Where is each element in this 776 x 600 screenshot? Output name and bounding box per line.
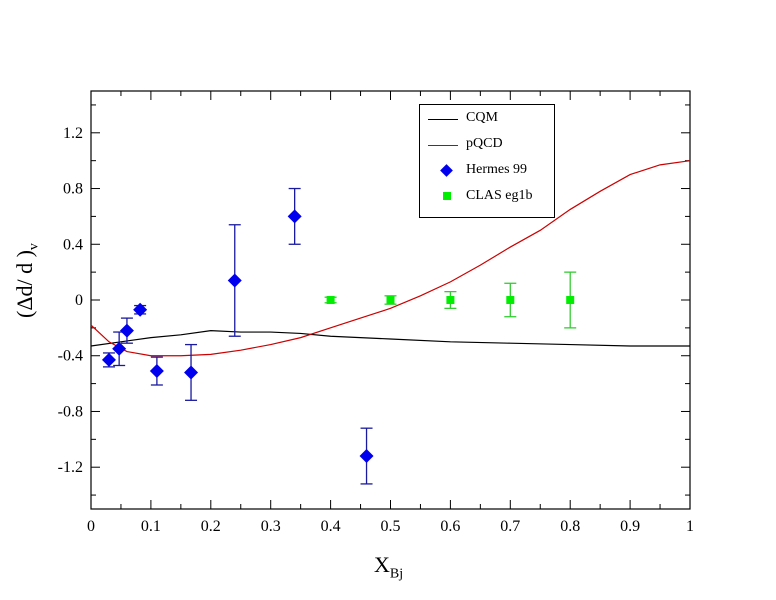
hermes-99-point — [133, 302, 148, 317]
x-tick-label: 0 — [87, 518, 95, 535]
y-tick-label: 1.2 — [63, 125, 83, 142]
hermes-99-point — [184, 365, 199, 380]
legend: CQM pQCD Hermes 99 CLAS eg1b — [419, 104, 555, 218]
x-tick-label: 0.8 — [560, 518, 580, 535]
square-marker-icon — [443, 192, 451, 200]
hermes-99-point — [359, 449, 374, 464]
hermes-99-point — [149, 364, 164, 379]
x-tick-label: 0.4 — [321, 518, 341, 535]
x-tick-label: 0.7 — [500, 518, 520, 535]
x-axis-label: XBj — [374, 552, 404, 582]
pqcd-curve — [90, 160, 691, 357]
clas-eg1b-point — [326, 296, 335, 304]
clas-eg1b-point — [566, 296, 575, 304]
pqcd-line-swatch — [428, 145, 458, 146]
x-tick-label: 0.3 — [261, 518, 281, 535]
y-axis-label: (Δd/ d )v — [12, 243, 42, 318]
x-tick-label: 0.5 — [381, 518, 401, 535]
x-tick-label: 0.6 — [440, 518, 460, 535]
legend-item-hermes: Hermes 99 — [420, 161, 554, 181]
hermes-99-point — [287, 209, 302, 224]
x-tick-label: 0.9 — [620, 518, 640, 535]
hermes-99-point — [119, 323, 134, 338]
y-tick-label: -0.8 — [58, 403, 83, 420]
y-tick-label: 0 — [75, 292, 83, 309]
legend-item-clas: CLAS eg1b — [420, 187, 554, 207]
cqm-curve — [90, 330, 690, 347]
legend-label: CQM — [466, 110, 498, 125]
hermes-99-point — [227, 273, 242, 288]
legend-label: CLAS eg1b — [466, 188, 533, 203]
legend-item-cqm: CQM — [420, 109, 554, 129]
y-tick-label: 0.4 — [63, 236, 83, 253]
hermes-99-point — [101, 352, 116, 367]
clas-eg1b-point — [386, 296, 395, 304]
y-tick-label: -0.4 — [58, 348, 83, 365]
legend-label: pQCD — [466, 136, 503, 151]
cqm-line-swatch — [428, 119, 458, 120]
y-tick-label: -1.2 — [58, 459, 83, 476]
legend-item-pqcd: pQCD — [420, 135, 554, 155]
clas-eg1b-point — [506, 296, 515, 304]
x-tick-label: 0.2 — [201, 518, 221, 535]
x-tick-label: 0.1 — [141, 518, 161, 535]
y-tick-label: 0.8 — [63, 181, 83, 198]
legend-label: Hermes 99 — [466, 162, 528, 177]
clas-eg1b-point — [446, 296, 455, 304]
hermes-99-point — [112, 341, 127, 356]
diamond-marker-icon — [440, 164, 453, 177]
x-tick-label: 1 — [686, 518, 694, 535]
